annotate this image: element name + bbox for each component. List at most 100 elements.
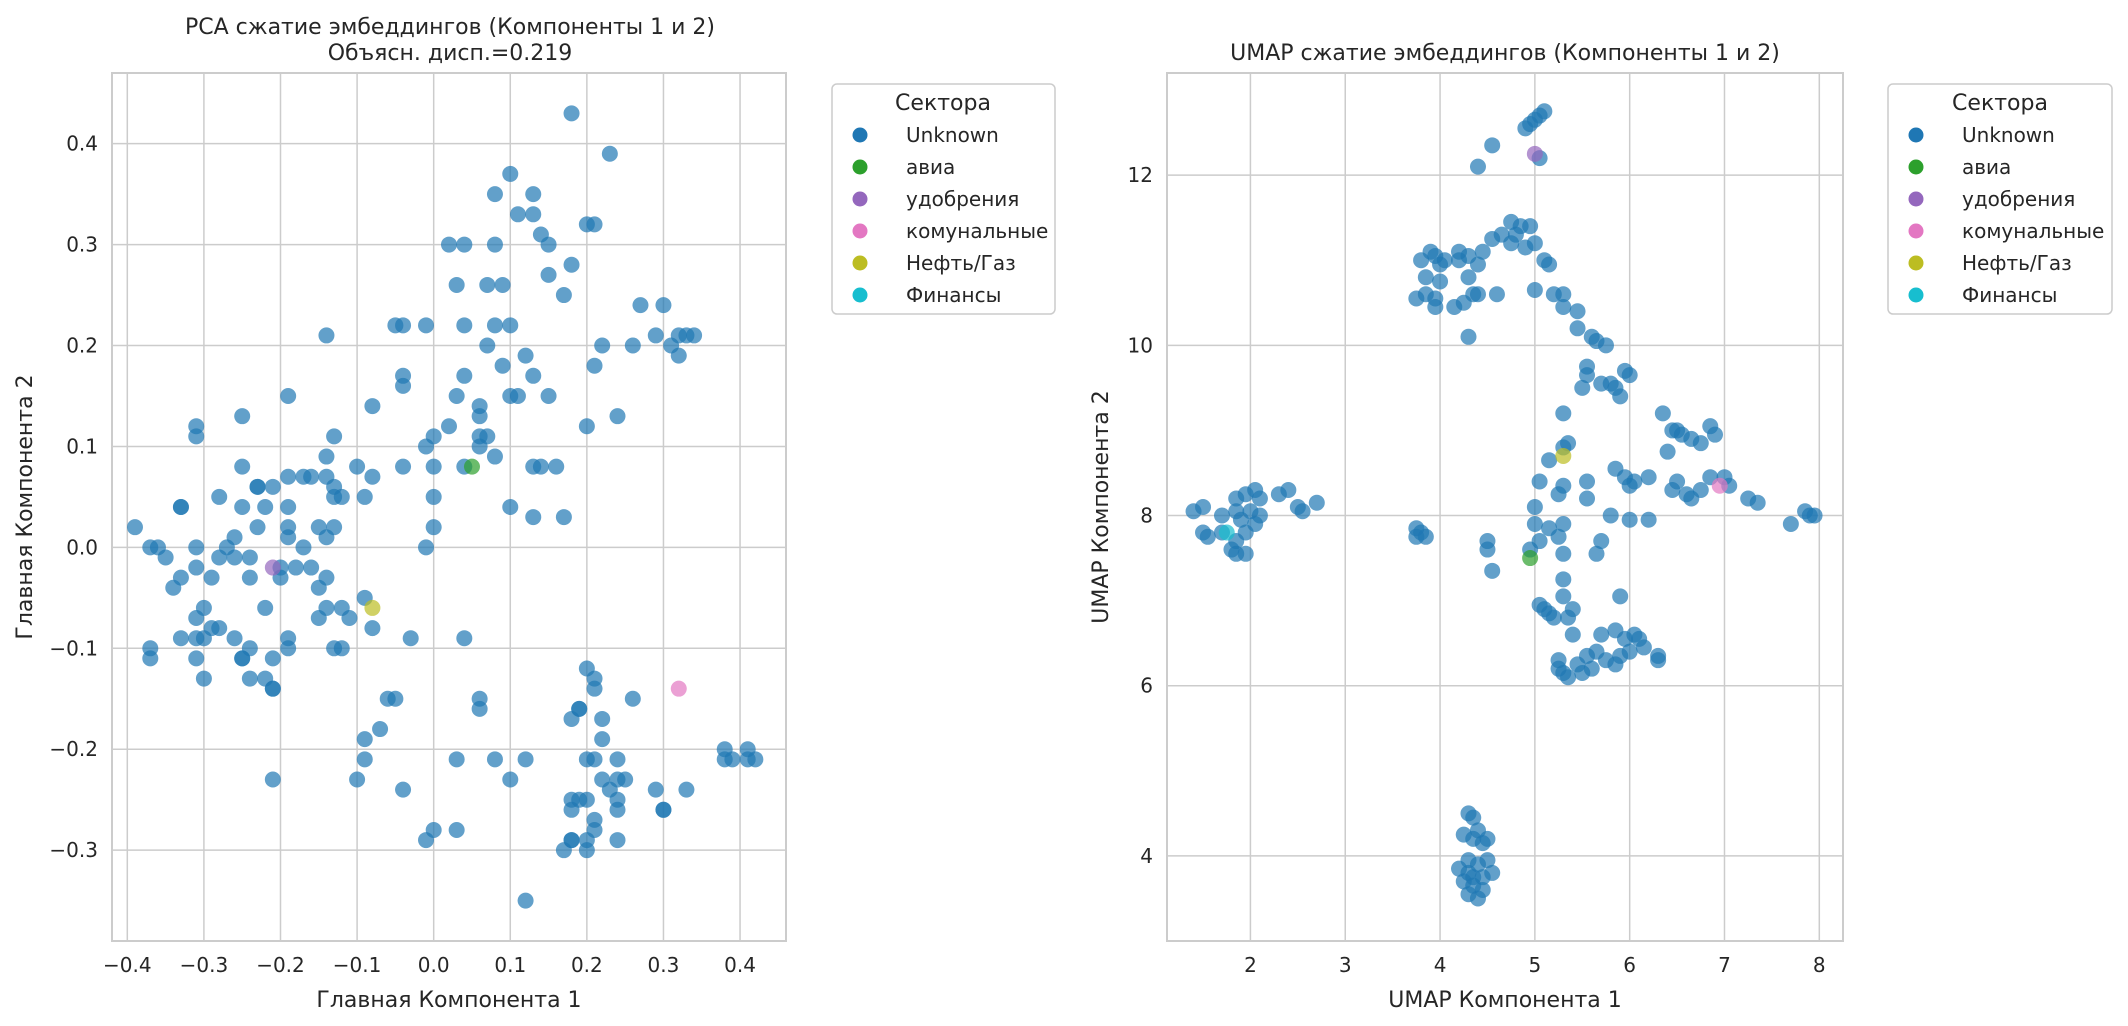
umap-point-unknown: [1555, 545, 1572, 562]
pca-y-tick-label: 0.0: [66, 535, 98, 559]
pca-legend-marker: [852, 255, 868, 271]
umap-point-unknown: [1659, 443, 1676, 460]
umap-point-авиа: [1522, 550, 1539, 567]
pca-point-unknown: [540, 387, 557, 404]
pca-point-unknown: [418, 832, 435, 849]
pca-x-tick-label: 0.3: [648, 953, 680, 977]
pca-point-unknown: [441, 236, 457, 253]
umap-point-unknown: [1488, 286, 1505, 303]
umap-x-tick-label: 2: [1244, 953, 1257, 977]
pca-point-unknown: [203, 569, 220, 586]
umap-point-unknown: [1526, 499, 1543, 515]
pca-point-unknown: [349, 771, 366, 788]
pca-point-unknown: [372, 721, 389, 738]
pca-point-unknown: [280, 468, 297, 485]
umap-point-unknown: [1707, 426, 1724, 443]
umap-legend-label: удобрения: [1962, 187, 2075, 211]
umap-point-unknown: [1621, 477, 1638, 494]
pca-legend-marker: [852, 223, 868, 239]
pca-point-unknown: [425, 519, 442, 536]
umap-point-unknown: [1228, 490, 1245, 507]
pca-x-tick-label: 0.4: [724, 953, 756, 977]
pca-point-unknown: [418, 539, 435, 556]
pca-point-нефть-газ: [364, 599, 381, 616]
pca-point-unknown: [486, 186, 503, 203]
pca-point-unknown: [295, 539, 312, 556]
pca-point-unknown: [586, 751, 603, 768]
umap-point-unknown: [1555, 571, 1572, 588]
umap-point-unknown: [1564, 626, 1581, 643]
umap-point-unknown: [1460, 269, 1477, 286]
umap-point-unknown: [1749, 494, 1766, 511]
umap-title: UMAP сжатие эмбеддингов (Компоненты 1 и …: [1230, 41, 1780, 66]
umap-point-нефть-газ: [1555, 447, 1572, 464]
pca-point-unknown: [280, 499, 297, 515]
pca-legend-marker: [852, 159, 868, 175]
pca-y-axis-label: Главная Компонента 2: [13, 374, 38, 639]
pca-point-unknown: [356, 751, 373, 768]
pca-point-unknown: [502, 499, 519, 515]
pca-point-unknown: [594, 337, 611, 354]
pca-point-unknown: [172, 499, 189, 515]
umap-point-unknown: [1469, 286, 1486, 303]
umap-point-unknown: [1555, 299, 1572, 316]
umap-legend-label: комунальные: [1962, 219, 2104, 243]
pca-point-unknown: [241, 549, 258, 566]
pca-point-unknown: [211, 549, 228, 566]
pca-point-unknown: [494, 276, 511, 293]
umap-x-tick-label: 4: [1434, 953, 1447, 977]
pca-x-tick-label: −0.2: [256, 953, 305, 977]
umap-y-ticks: 4 6 8 10 12: [1128, 163, 1153, 868]
pca-point-unknown: [395, 781, 412, 798]
pca-point-unknown: [341, 610, 358, 627]
pca-point-unknown: [540, 236, 557, 253]
pca-point-unknown: [586, 216, 603, 233]
pca-point-unknown: [456, 630, 473, 647]
umap-point-unknown: [1550, 528, 1567, 545]
pca-point-unknown: [387, 690, 404, 707]
pca-point-unknown: [678, 781, 695, 798]
umap-legend-marker: [1908, 287, 1924, 303]
umap-point-unknown: [1612, 588, 1629, 605]
pca-point-unknown: [356, 488, 373, 505]
umap-point-unknown: [1195, 499, 1212, 515]
umap-legend-marker: [1908, 191, 1924, 207]
umap-point-unknown: [1199, 528, 1216, 545]
pca-point-unknown: [647, 327, 664, 344]
pca-point-unknown: [165, 579, 182, 596]
pca-point-unknown: [494, 357, 511, 374]
pca-point-unknown: [318, 448, 335, 465]
umap-x-tick-label: 5: [1528, 953, 1541, 977]
pca-point-unknown: [441, 418, 457, 435]
umap-point-unknown: [1782, 516, 1799, 533]
umap-point-unknown: [1607, 656, 1624, 673]
pca-legend-label: Финансы: [906, 283, 1001, 307]
umap-legend-marker: [1908, 223, 1924, 239]
umap-point-unknown: [1593, 533, 1610, 550]
umap-point-unknown: [1479, 541, 1496, 558]
pca-legend-marker: [852, 191, 868, 207]
pca-legend-marker: [852, 127, 868, 143]
pca-point-unknown: [142, 650, 159, 667]
pca-point-unknown: [188, 650, 205, 667]
pca-point-unknown: [486, 448, 503, 465]
umap-legend-marker: [1908, 127, 1924, 143]
pca-point-unknown: [448, 276, 465, 293]
umap-point-unknown: [1474, 243, 1491, 260]
pca-point-unknown: [333, 640, 350, 657]
umap-point-unknown: [1612, 388, 1629, 405]
pca-point-unknown: [257, 599, 274, 616]
umap-points: [1185, 103, 1823, 907]
pca-point-авиа: [463, 458, 480, 475]
pca-y-tick-label: 0.2: [66, 334, 98, 358]
umap-point-unknown: [1427, 299, 1444, 316]
pca-x-tick-label: −0.3: [180, 953, 229, 977]
pca-point-unknown: [548, 458, 565, 475]
pca-x-tick-label: −0.4: [103, 953, 152, 977]
umap-point-unknown: [1451, 252, 1468, 269]
pca-point-unknown: [249, 519, 266, 536]
pca-point-удобрения: [264, 559, 281, 576]
umap-legend-label: авиа: [1962, 155, 2011, 179]
pca-point-unknown: [456, 367, 473, 384]
pca-point-unknown: [502, 165, 519, 182]
